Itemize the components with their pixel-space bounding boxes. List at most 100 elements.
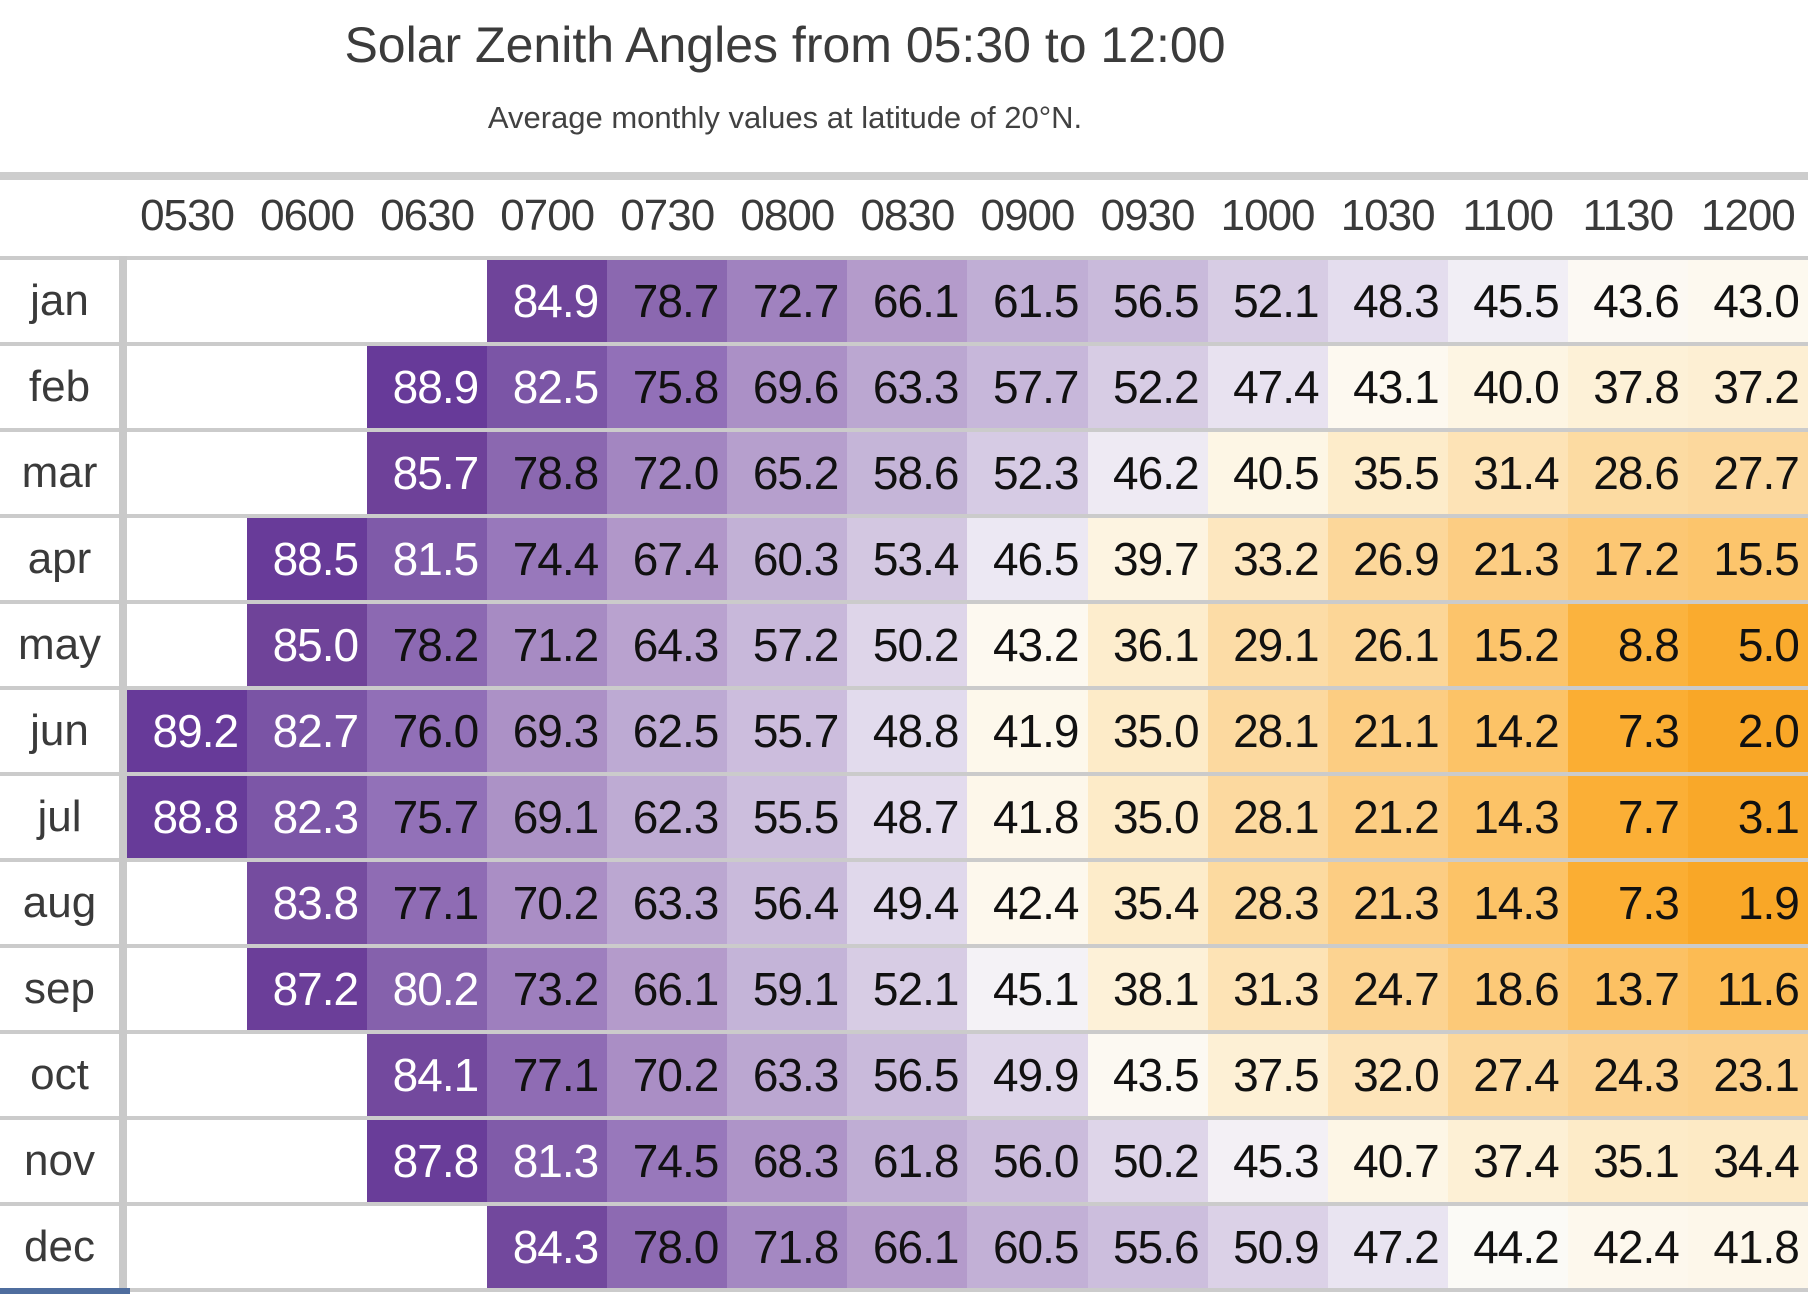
heatmap-cell — [127, 602, 248, 688]
heatmap-cell: 52.2 — [1087, 344, 1208, 430]
heatmap-cell: 71.8 — [727, 1204, 848, 1290]
heatmap-cell: 56.5 — [1087, 258, 1208, 344]
heatmap-cell: 80.2 — [367, 946, 488, 1032]
y-tick-label: jul — [37, 792, 82, 841]
heatmap-cell: 55.7 — [727, 688, 848, 774]
x-tick-label: 0830 — [860, 191, 955, 240]
heatmap-cell: 37.5 — [1207, 1032, 1328, 1118]
heatmap-cell: 40.5 — [1207, 430, 1328, 516]
gridline — [0, 686, 1808, 690]
heatmap-cell: 81.5 — [367, 516, 488, 602]
heatmap-cell: 44.2 — [1447, 1204, 1568, 1290]
heatmap-cell: 84.1 — [367, 1032, 488, 1118]
gridline — [0, 256, 1808, 260]
heatmap-cell: 50.2 — [847, 602, 968, 688]
heatmap-cell: 78.0 — [607, 1204, 728, 1290]
heatmap-cell: 46.2 — [1087, 430, 1208, 516]
x-tick-label: 1030 — [1340, 191, 1436, 240]
heatmap-row: jul 88.8 82.3 75.7 69.1 62.3 55.5 48.7 41.8 35.0 2… — [0, 774, 1808, 860]
heatmap-row: nov 87.8 81.3 74.5 68.3 61.8 56.0 50.2 45.3 40.7 3… — [0, 1118, 1808, 1204]
heatmap-cell: 74.5 — [607, 1118, 728, 1204]
heatmap-cell: 14.3 — [1447, 774, 1568, 860]
heatmap-cell: 55.5 — [727, 774, 848, 860]
heatmap-cell: 39.7 — [1087, 516, 1208, 602]
heatmap-cell: 48.7 — [847, 774, 968, 860]
heatmap-cell — [127, 258, 248, 344]
heatmap-cell: 21.2 — [1327, 774, 1448, 860]
heatmap-cell: 21.1 — [1327, 688, 1448, 774]
heatmap-cell: 85.7 — [367, 430, 488, 516]
heatmap-cell: 70.2 — [607, 1032, 728, 1118]
heatmap-cell: 69.6 — [727, 344, 848, 430]
heatmap-cell: 45.3 — [1207, 1118, 1328, 1204]
heatmap-cell: 37.8 — [1567, 344, 1688, 430]
heatmap-cell: 59.1 — [727, 946, 848, 1032]
heatmap-cell: 7.3 — [1567, 860, 1688, 946]
heatmap-cell: 56.5 — [847, 1032, 968, 1118]
heatmap-cell: 83.8 — [247, 860, 368, 946]
heatmap-cell: 43.0 — [1687, 258, 1808, 344]
gridline — [0, 1202, 1808, 1206]
heatmap-cell: 60.3 — [727, 516, 848, 602]
heatmap-cell: 55.6 — [1087, 1204, 1208, 1290]
heatmap-cell: 15.2 — [1447, 602, 1568, 688]
heatmap-cell: 41.8 — [967, 774, 1088, 860]
heatmap-cell: 31.4 — [1447, 430, 1568, 516]
heatmap-cell: 72.0 — [607, 430, 728, 516]
heatmap-cell — [367, 258, 488, 344]
heatmap-cell: 47.2 — [1327, 1204, 1448, 1290]
chart-subtitle: Average monthly values at latitude of 20… — [487, 100, 1083, 135]
chart-title: Solar Zenith Angles from 05:30 to 12:00 — [344, 17, 1226, 73]
heatmap-cell — [367, 1204, 488, 1290]
y-tick-label: oct — [30, 1050, 89, 1099]
heatmap-cell: 75.8 — [607, 344, 728, 430]
gridline — [0, 944, 1808, 948]
heatmap-cell: 28.6 — [1567, 430, 1688, 516]
gridline — [0, 858, 1808, 862]
y-tick-label: jun — [30, 706, 89, 755]
heatmap-cell: 21.3 — [1327, 860, 1448, 946]
heatmap-cell: 41.8 — [1687, 1204, 1808, 1290]
gridline — [0, 1030, 1808, 1034]
heatmap-cell: 87.8 — [367, 1118, 488, 1204]
x-tick-label: 0800 — [740, 191, 835, 240]
heatmap-cell: 14.2 — [1447, 688, 1568, 774]
heatmap-cell: 17.2 — [1567, 516, 1688, 602]
heatmap-cell: 57.2 — [727, 602, 848, 688]
top-divider-bar — [0, 172, 1808, 180]
heatmap-cell: 57.7 — [967, 344, 1088, 430]
heatmap-cell: 28.1 — [1207, 688, 1328, 774]
heatmap-cell: 34.4 — [1687, 1118, 1808, 1204]
heatmap-cell: 13.7 — [1567, 946, 1688, 1032]
heatmap-cell: 26.9 — [1327, 516, 1448, 602]
heatmap-cell: 52.1 — [847, 946, 968, 1032]
heatmap-cell: 42.4 — [1567, 1204, 1688, 1290]
heatmap-cell — [247, 258, 368, 344]
y-tick-label: may — [17, 620, 102, 669]
x-tick-label: 0600 — [260, 191, 355, 240]
heatmap-cell: 43.2 — [967, 602, 1088, 688]
heatmap-cell: 56.0 — [967, 1118, 1088, 1204]
heatmap-cell: 37.2 — [1687, 344, 1808, 430]
heatmap-cell: 41.9 — [967, 688, 1088, 774]
heatmap-cell: 77.1 — [367, 860, 488, 946]
heatmap-cell: 26.1 — [1327, 602, 1448, 688]
heatmap-cell: 63.3 — [607, 860, 728, 946]
heatmap-cell: 89.2 — [127, 688, 248, 774]
heatmap-cell: 78.8 — [487, 430, 608, 516]
heatmap-cell — [127, 860, 248, 946]
heatmap-cell: 35.4 — [1087, 860, 1208, 946]
heatmap-cell: 67.4 — [607, 516, 728, 602]
heatmap-cell: 53.4 — [847, 516, 968, 602]
heatmap-cell: 36.1 — [1087, 602, 1208, 688]
x-tick-label: 1200 — [1700, 191, 1796, 240]
heatmap-cell: 78.7 — [607, 258, 728, 344]
heatmap-cell — [127, 516, 248, 602]
heatmap-cell: 69.1 — [487, 774, 608, 860]
gridline — [0, 342, 1808, 346]
heatmap-cell: 24.3 — [1567, 1032, 1688, 1118]
heatmap-cell: 72.7 — [727, 258, 848, 344]
heatmap-row: mar 85.7 78.8 72.0 65.2 58.6 52.3 46.2 40.5 35.5 3… — [0, 430, 1808, 516]
heatmap-cell: 5.0 — [1687, 602, 1808, 688]
